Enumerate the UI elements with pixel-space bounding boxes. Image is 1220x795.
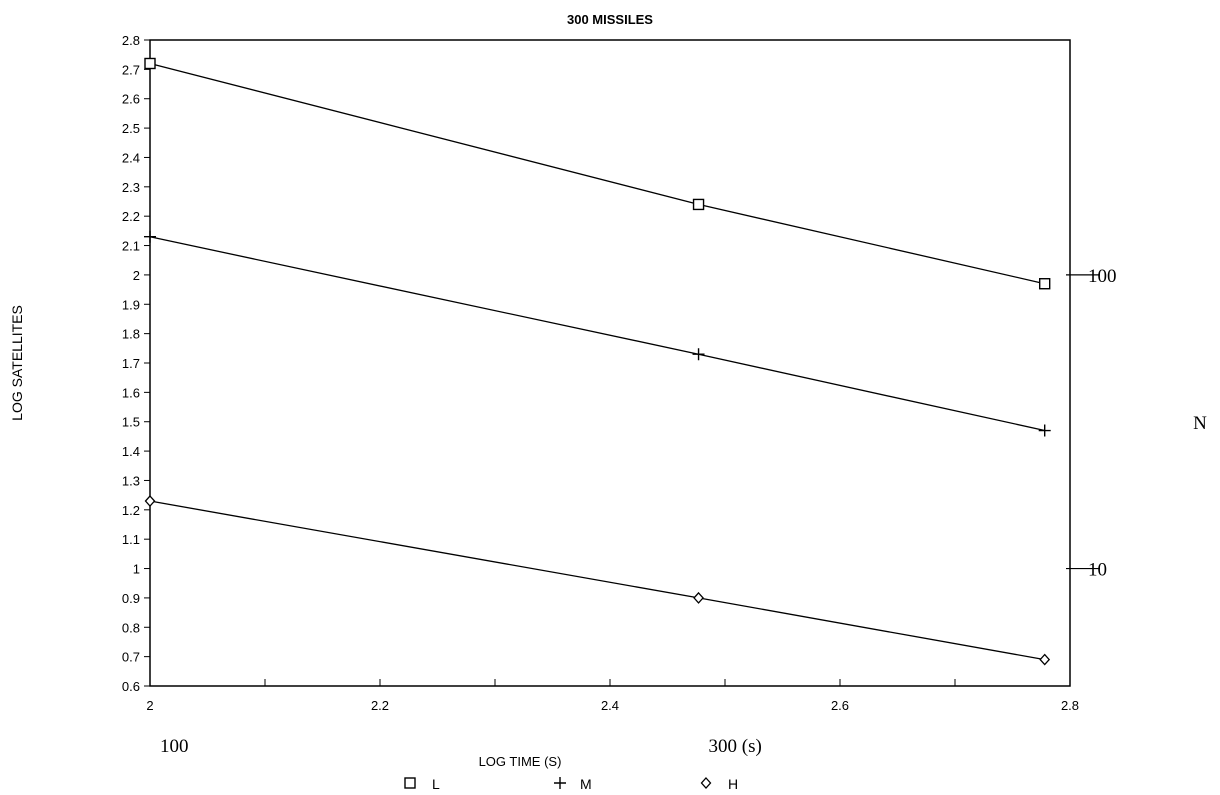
y-tick-label: 2.4 <box>122 150 140 165</box>
x-axis-ticks: 2 2.2 2.4 2.6 2.8 <box>146 679 1079 713</box>
y-tick-label: 2.7 <box>122 62 140 77</box>
y-tick-label: 1.4 <box>122 444 140 459</box>
legend-label-H: H <box>728 776 738 792</box>
plot-frame <box>149 39 1071 687</box>
square-marker <box>1038 278 1051 290</box>
y-tick-label: 2.5 <box>122 121 140 136</box>
series-line-M <box>149 236 1045 432</box>
x-tick-label: 2 <box>146 698 153 713</box>
y-tick-label: 2.3 <box>122 180 140 195</box>
diamond-marker <box>693 591 704 604</box>
square-marker <box>144 57 156 70</box>
secondary-annotations: 100 10 100 300 (s) <box>160 266 1117 757</box>
y-axis-label: LOG SATELLITES <box>9 305 25 421</box>
y-tick-label: 0.7 <box>122 650 140 665</box>
plus-marker <box>1038 424 1051 437</box>
legend-diamond-marker <box>700 777 712 789</box>
y-tick-label: 2.2 <box>122 209 140 224</box>
secondary-y-label: 100 <box>1088 266 1117 287</box>
plus-marker <box>692 348 705 361</box>
legend-label-L: L <box>432 776 440 792</box>
series-line-L <box>149 62 1045 285</box>
x-axis-label: LOG TIME (S) <box>479 754 562 769</box>
y-tick-label: 1.3 <box>122 473 140 488</box>
y-tick-label: 2.6 <box>122 92 140 107</box>
x-tick-label: 2.8 <box>1061 698 1079 713</box>
y-tick-label: 2.8 <box>122 33 140 48</box>
diamond-marker <box>1039 653 1051 666</box>
x-tick-label: 2.2 <box>371 698 389 713</box>
series-line-H <box>149 500 1045 661</box>
y-tick-label: 2.1 <box>122 239 140 254</box>
secondary-x-label: 100 <box>160 736 189 757</box>
legend-square-marker <box>404 777 416 789</box>
y-tick-label: 1.2 <box>122 503 140 518</box>
y-tick-label: 1.8 <box>122 327 140 342</box>
y-tick-label: 1 <box>133 562 140 577</box>
y-tick-label: 1.6 <box>122 385 140 400</box>
series-lines <box>149 62 1045 661</box>
y-tick-label: 1.1 <box>122 532 140 547</box>
secondary-x-label: 300 (s) <box>709 736 762 757</box>
legend-plus-marker <box>554 777 566 789</box>
y-tick-label: 1.7 <box>122 356 140 371</box>
secondary-y-axis-label: N <box>1193 413 1207 434</box>
y-tick-label: 0.9 <box>122 591 140 606</box>
chart-title: 300 MISSILES <box>567 12 653 27</box>
series-markers <box>144 57 1051 666</box>
y-axis-ticks: 0.6 0.7 0.8 0.9 1 1.1 1.2 1.3 1.4 1.5 1.6 1.7 1.8 1.9… <box>122 33 150 694</box>
diamond-marker <box>144 495 156 507</box>
y-tick-label: 0.8 <box>122 620 140 635</box>
y-tick-label: 1.5 <box>122 415 140 430</box>
square-marker <box>692 198 705 211</box>
x-tick-label: 2.6 <box>831 698 849 713</box>
y-tick-label: 0.6 <box>122 679 140 694</box>
plus-marker <box>144 230 156 243</box>
x-tick-label: 2.4 <box>601 698 619 713</box>
y-tick-label: 2 <box>133 268 140 283</box>
y-tick-label: 1.9 <box>122 297 140 312</box>
secondary-y-label: 10 <box>1088 560 1107 581</box>
legend-label-M: M <box>580 776 592 792</box>
